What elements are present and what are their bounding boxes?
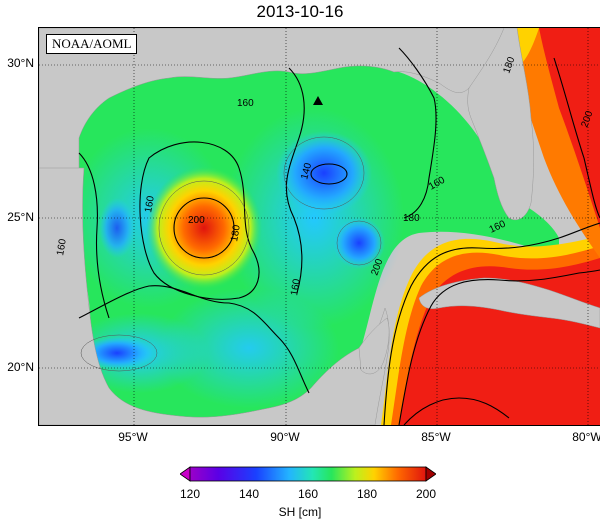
contour-line: [398, 47, 437, 219]
colorbar-graphic: [180, 466, 436, 482]
contour-label: 160: [143, 195, 157, 214]
contour-line: [398, 269, 600, 425]
graticule: [39, 28, 600, 425]
contour-line: [553, 57, 600, 219]
colorbar-tick: 160: [297, 487, 319, 501]
colorbar-gradient: [189, 466, 427, 482]
west-blue-spot: [99, 198, 135, 258]
contour-label: 180: [403, 213, 420, 224]
colorbar-low-arrow: [180, 466, 191, 482]
minor-contours: [80, 136, 382, 372]
central-blue-core: [276, 131, 372, 215]
contour-line: [310, 163, 348, 185]
map-title: 2013-10-16: [256, 2, 344, 21]
sea-height-map: 160 160 160 140 160 200 180 160 180 160 …: [38, 27, 600, 426]
colorbar-tick: 120: [179, 487, 201, 501]
contour-label: 160: [55, 238, 69, 257]
atlantic-hot-water: [539, 28, 600, 228]
colorbar-label: SH [cm]: [278, 505, 322, 519]
lat-label-30: 30°N: [7, 56, 34, 70]
florida-peninsula-land: [467, 28, 534, 221]
colorbar: [180, 466, 436, 482]
station-marker-icon: [313, 96, 323, 105]
colorbar-high-arrow: [425, 466, 436, 482]
warm-eddy: [146, 166, 262, 290]
sw-blue-spot: [81, 337, 153, 369]
contour-line: [139, 141, 260, 300]
cuba-land: [418, 277, 600, 329]
contour-label: 160: [237, 98, 254, 109]
contour-line: [403, 397, 510, 425]
credit-label: NOAA/AOML: [46, 34, 138, 54]
lon-label-95: 95°W: [118, 430, 148, 444]
lat-label-25: 25°N: [7, 210, 34, 224]
contour-lines: [78, 47, 600, 425]
contour-line: [173, 197, 235, 259]
contour-label: 160: [289, 278, 303, 297]
contour-label: 140: [299, 161, 314, 180]
contour-line: [78, 152, 110, 319]
southcentral-blue-core: [333, 217, 385, 269]
colorbar-tick: 140: [238, 487, 260, 501]
colorbar-tick: 180: [356, 487, 378, 501]
contour-label: 180: [229, 224, 243, 243]
colorbar-tick: 200: [415, 487, 437, 501]
lon-label-90: 90°W: [270, 430, 300, 444]
minor-contour: [336, 220, 382, 266]
contour-line: [285, 67, 305, 294]
minor-contour: [158, 180, 250, 276]
contour-label: 200: [188, 215, 205, 226]
lon-label-80: 80°W: [572, 430, 600, 444]
contour-line: [78, 285, 310, 394]
minor-contour: [80, 334, 158, 372]
minor-contour: [283, 136, 365, 210]
map-canvas: 160 160 160 140 160 200 180 160 180 160 …: [39, 28, 600, 425]
yucatan-tip-land: [358, 317, 390, 375]
us-gulf-coast-land: [39, 28, 510, 425]
lon-label-85: 85°W: [421, 430, 451, 444]
contour-line: [383, 222, 600, 425]
lat-label-20: 20°N: [7, 360, 34, 374]
